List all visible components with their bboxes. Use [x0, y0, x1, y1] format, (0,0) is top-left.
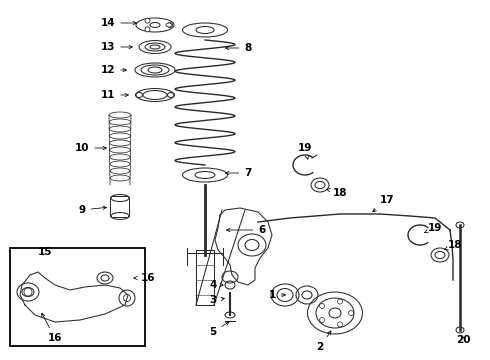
Text: 1: 1 [269, 290, 285, 300]
Text: 16: 16 [134, 273, 155, 283]
Circle shape [319, 303, 324, 309]
Text: 19: 19 [298, 143, 312, 159]
Circle shape [145, 18, 150, 23]
Text: 11: 11 [101, 90, 128, 100]
Circle shape [319, 318, 324, 323]
Text: 6: 6 [227, 225, 266, 235]
Text: 13: 13 [101, 42, 132, 52]
Text: 8: 8 [225, 43, 252, 53]
Circle shape [168, 22, 172, 27]
Text: 9: 9 [78, 205, 106, 215]
Text: 5: 5 [209, 322, 229, 337]
Text: 17: 17 [373, 195, 394, 212]
Circle shape [145, 27, 150, 32]
Text: 18: 18 [327, 188, 347, 198]
Text: 14: 14 [100, 18, 136, 28]
Circle shape [24, 288, 32, 296]
Bar [196, 250, 214, 305]
Text: 4: 4 [209, 280, 223, 290]
Circle shape [348, 310, 353, 315]
Text: 7: 7 [225, 168, 252, 178]
Text: 16: 16 [42, 313, 62, 343]
Text: 12: 12 [101, 65, 126, 75]
Text: 10: 10 [75, 143, 106, 153]
Bar [10, 248, 145, 346]
Text: 15: 15 [38, 247, 52, 257]
Text: 19: 19 [425, 223, 442, 233]
Text: 3: 3 [209, 295, 224, 305]
Circle shape [338, 299, 343, 304]
Text: 18: 18 [444, 240, 462, 250]
Ellipse shape [166, 23, 172, 27]
Text: 20: 20 [456, 335, 470, 345]
Circle shape [338, 322, 343, 327]
Text: 2: 2 [317, 331, 331, 352]
